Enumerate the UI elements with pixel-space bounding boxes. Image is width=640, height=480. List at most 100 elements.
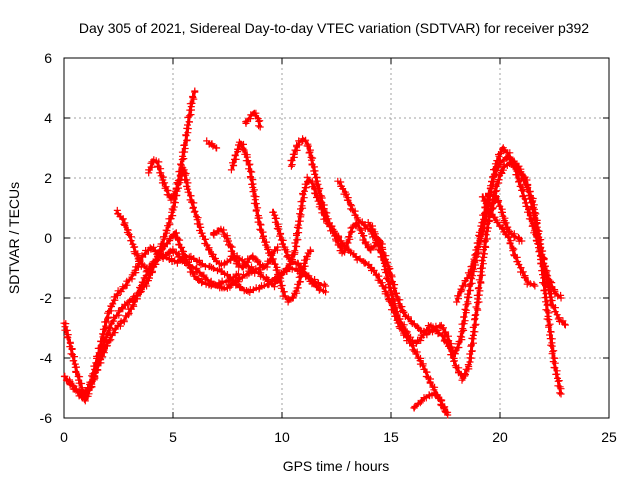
data-point xyxy=(550,347,558,355)
data-point xyxy=(256,117,264,125)
data-point xyxy=(119,283,127,291)
data-point xyxy=(365,261,373,268)
data-point xyxy=(150,243,158,251)
data-point xyxy=(291,247,299,255)
data-point xyxy=(453,298,461,306)
data-point xyxy=(536,252,544,260)
data-point xyxy=(190,272,198,280)
data-point xyxy=(508,156,515,164)
data-point xyxy=(499,147,507,155)
data-point xyxy=(152,257,159,265)
data-point xyxy=(356,226,364,234)
data-point xyxy=(103,333,111,341)
data-point xyxy=(292,242,300,250)
data-point xyxy=(548,350,556,358)
data-point xyxy=(279,236,287,244)
data-point xyxy=(162,226,170,234)
data-point xyxy=(136,256,144,264)
data-point xyxy=(234,270,242,278)
data-point xyxy=(104,330,112,338)
data-point xyxy=(527,215,535,223)
data-point xyxy=(456,332,464,340)
data-point xyxy=(156,169,164,177)
data-point xyxy=(251,269,259,277)
data-point xyxy=(215,279,223,287)
data-point xyxy=(249,254,257,262)
data-point xyxy=(76,373,84,381)
data-point xyxy=(285,296,293,304)
data-point xyxy=(480,238,488,246)
data-point xyxy=(548,297,556,304)
data-point xyxy=(167,215,175,223)
data-point xyxy=(246,160,254,168)
series-track-17 xyxy=(209,225,282,271)
data-point xyxy=(479,230,487,238)
data-point xyxy=(531,282,539,290)
data-point xyxy=(541,294,549,302)
data-point xyxy=(468,334,476,342)
data-point xyxy=(545,316,553,324)
data-point xyxy=(274,225,282,233)
data-point xyxy=(460,320,468,328)
data-point xyxy=(260,282,268,289)
data-point xyxy=(251,196,259,204)
data-point xyxy=(520,187,528,195)
data-point xyxy=(183,124,191,132)
data-point xyxy=(102,322,110,330)
data-point xyxy=(191,87,199,95)
data-point xyxy=(475,298,483,306)
data-point xyxy=(547,293,555,301)
data-point xyxy=(304,142,312,150)
data-point xyxy=(265,280,273,288)
y-tick-label: 2 xyxy=(44,170,52,186)
data-point xyxy=(356,255,364,263)
data-point xyxy=(509,247,517,255)
data-point xyxy=(460,313,468,321)
data-point xyxy=(328,222,336,230)
data-point xyxy=(273,225,281,232)
data-point xyxy=(478,264,486,272)
data-point xyxy=(506,240,514,248)
grid-layer xyxy=(64,58,609,418)
data-point xyxy=(227,166,235,174)
data-point xyxy=(169,191,177,199)
data-point xyxy=(177,160,184,168)
data-point xyxy=(344,245,352,253)
data-point xyxy=(296,210,304,218)
data-point xyxy=(63,333,71,341)
data-point xyxy=(468,347,476,355)
data-point xyxy=(145,274,153,282)
data-point xyxy=(403,329,410,337)
data-point xyxy=(300,194,308,202)
data-point xyxy=(461,317,469,325)
data-point xyxy=(412,339,420,347)
data-point xyxy=(155,251,163,259)
x-tick-label: 5 xyxy=(169,429,177,445)
data-point xyxy=(68,381,76,389)
data-point xyxy=(190,208,198,216)
data-point xyxy=(281,292,289,300)
data-point xyxy=(546,331,554,339)
data-point xyxy=(512,164,520,172)
x-tick-label: 20 xyxy=(492,429,508,445)
data-point xyxy=(364,219,372,226)
data-point xyxy=(459,325,467,333)
data-point xyxy=(555,377,563,385)
data-point xyxy=(559,317,567,325)
x-tick-label: 0 xyxy=(60,429,68,445)
data-point xyxy=(478,193,486,201)
data-point xyxy=(298,267,306,274)
tick-layer: 0 5 10 15 20 25 -6 -4 -2 0 2 4 6 xyxy=(40,50,617,445)
data-point xyxy=(492,163,500,171)
x-axis-label: GPS time / hours xyxy=(283,458,390,474)
data-point xyxy=(384,296,392,303)
data-point xyxy=(542,306,550,314)
data-point xyxy=(497,208,505,216)
data-point xyxy=(391,304,399,312)
data-point xyxy=(316,285,324,293)
series-track-16 xyxy=(486,193,526,245)
data-point xyxy=(457,285,465,293)
data-point xyxy=(205,246,213,254)
x-tick-label: 15 xyxy=(383,429,399,445)
